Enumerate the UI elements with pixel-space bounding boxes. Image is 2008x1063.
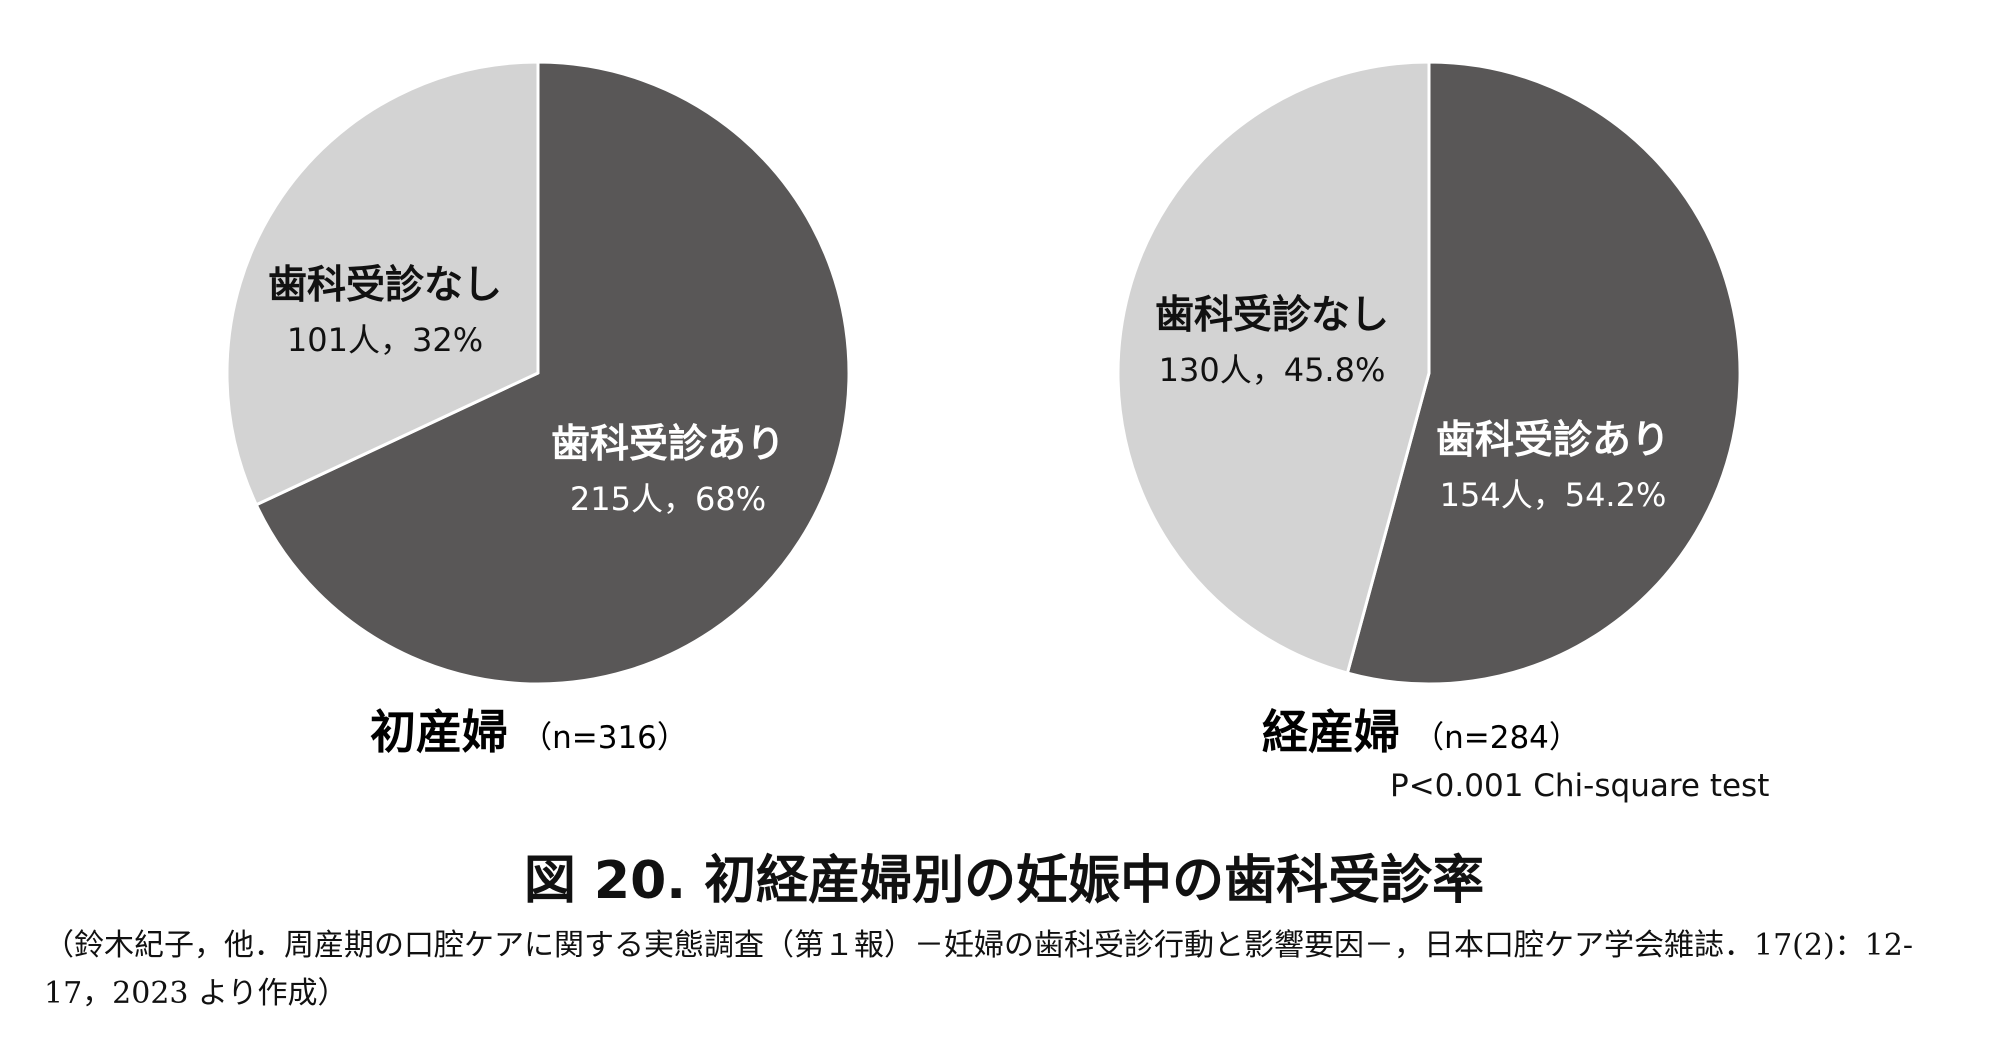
pie-slice-multipara-visited (1345, 60, 1742, 686)
statistical-test-note: P<0.001 Chi-square test (1390, 768, 1770, 804)
slice-value-primipara-visited: 215人，68% (570, 480, 766, 518)
slice-label-multipara-not-visited: 歯科受診なし (1155, 293, 1389, 338)
pie-chart-primipara: 歯科受診あり 215人，68% 歯科受診なし 101人，32% 初産婦 （n=3… (225, 60, 851, 759)
figure-source-citation: （鈴木紀子，他．周産期の口腔ケアに関する実態調査（第１報）－妊婦の歯科受診行動と… (44, 928, 1913, 1011)
pie-chart-multipara: 歯科受診あり 154人，54.2% 歯科受診なし 130人，45.8% 経産婦 … (1116, 60, 1742, 759)
pie-slice-multipara-not-visited (1116, 60, 1431, 675)
slice-label-primipara-not-visited: 歯科受診なし (268, 263, 502, 308)
slice-label-primipara-visited: 歯科受診あり (551, 422, 785, 467)
figure-caption: 図 20. 初経産婦別の妊娠中の歯科受診率 (523, 851, 1485, 911)
chart-title-primipara-n: （n=316） (521, 720, 688, 756)
chart-title-multipara-label: 経産婦 (1262, 705, 1400, 759)
slice-label-multipara-visited: 歯科受診あり (1436, 418, 1670, 463)
slice-value-multipara-not-visited: 130人，45.8% (1159, 351, 1386, 389)
chart-title-primipara-label: 初産婦 (370, 705, 508, 759)
pie-slice-primipara-not-visited (225, 60, 540, 507)
chart-title-multipara: 経産婦 （n=284） (1262, 705, 1580, 759)
slice-value-multipara-visited: 154人，54.2% (1440, 476, 1667, 514)
chart-title-primipara: 初産婦 （n=316） (370, 705, 688, 759)
pie-slice-primipara-visited (254, 60, 851, 686)
chart-title-multipara-n: （n=284） (1413, 720, 1580, 756)
slice-value-primipara-not-visited: 101人，32% (287, 321, 483, 359)
